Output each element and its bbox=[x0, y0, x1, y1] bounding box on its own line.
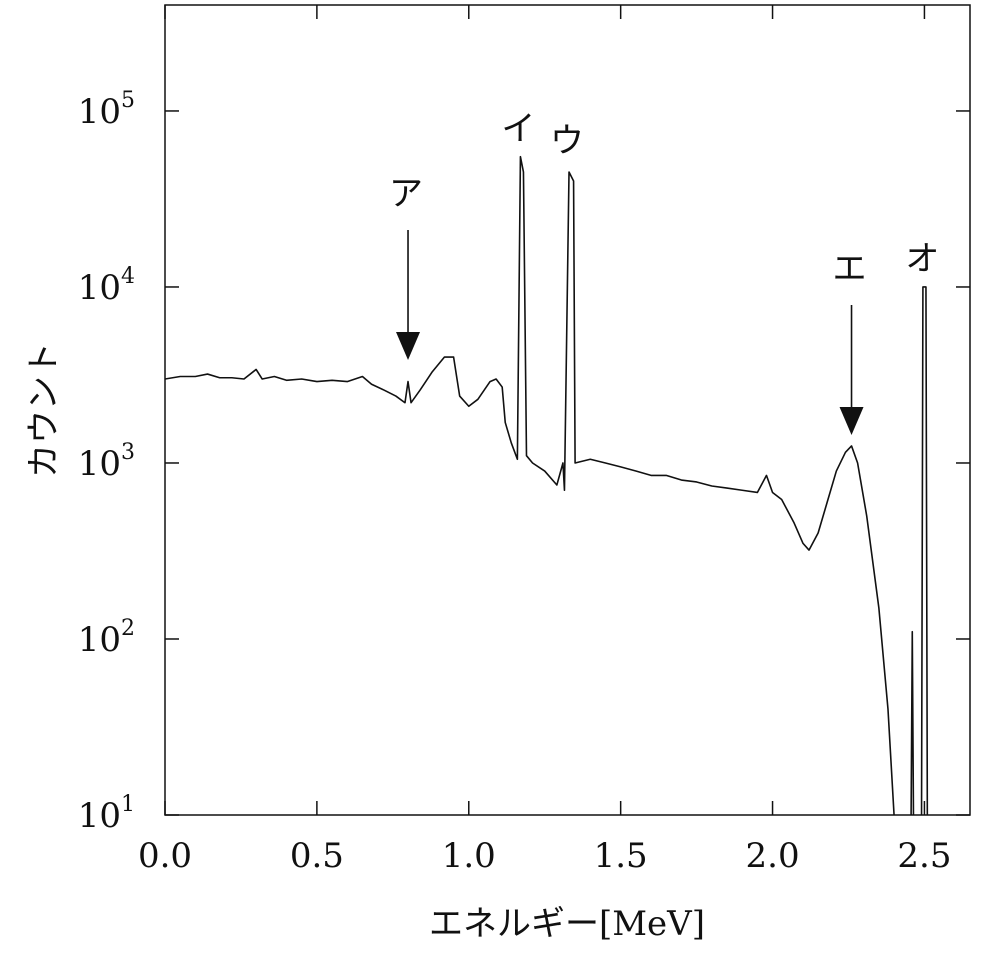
annotation: エ bbox=[833, 249, 867, 289]
annotation: ウ bbox=[550, 121, 584, 161]
x-axis-label: エネルギー[MeV] bbox=[429, 904, 705, 944]
y-tick-label: 105 bbox=[78, 88, 135, 132]
y-tick-base: 10 bbox=[78, 444, 121, 484]
plot-area bbox=[165, 155, 929, 815]
annotation: ア bbox=[389, 174, 423, 214]
x-tick-label: 0.5 bbox=[290, 836, 344, 876]
y-tick-exponent: 4 bbox=[121, 264, 135, 289]
annotation-arrow-head bbox=[396, 332, 421, 360]
y-tick-label: 103 bbox=[78, 440, 135, 484]
y-tick-base: 10 bbox=[78, 92, 121, 132]
y-axis-label: カウント bbox=[24, 342, 64, 478]
y-tick-exponent: 5 bbox=[121, 88, 135, 113]
x-tick-label: 2.5 bbox=[897, 836, 951, 876]
x-tick-label: 2.0 bbox=[746, 836, 800, 876]
y-tick-exponent: 2 bbox=[121, 616, 135, 641]
y-tick-exponent: 3 bbox=[121, 440, 135, 465]
x-tick-label: 1.0 bbox=[442, 836, 496, 876]
x-tick-label: 1.5 bbox=[594, 836, 648, 876]
y-tick-label: 101 bbox=[78, 792, 135, 836]
annotation: オ bbox=[905, 239, 939, 279]
spectrum-line bbox=[165, 155, 929, 815]
y-tick-base: 10 bbox=[78, 268, 121, 308]
y-tick-exponent: 1 bbox=[121, 792, 135, 817]
y-tick-base: 10 bbox=[78, 796, 121, 836]
y-tick-base: 10 bbox=[78, 620, 121, 660]
plot-frame bbox=[164, 4, 971, 816]
annotation: イ bbox=[501, 109, 535, 149]
x-tick-label: 0.0 bbox=[138, 836, 192, 876]
y-tick-label: 104 bbox=[78, 264, 135, 308]
annotation-arrow-head bbox=[839, 407, 864, 435]
y-tick-label: 102 bbox=[78, 616, 135, 660]
